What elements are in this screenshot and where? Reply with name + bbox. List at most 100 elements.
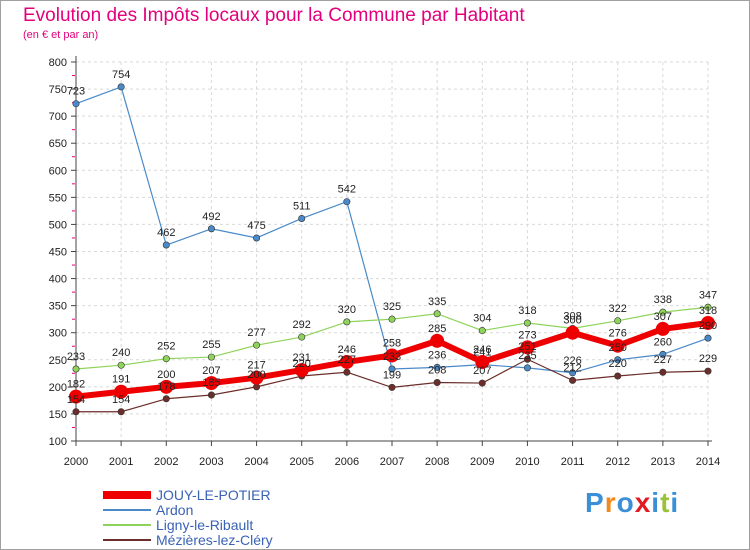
y-tick-label: 700 <box>49 111 67 123</box>
x-tick-label: 2003 <box>199 456 223 468</box>
data-point <box>475 354 490 369</box>
data-label: 273 <box>518 329 536 341</box>
data-label: 233 <box>67 351 85 363</box>
data-point <box>565 325 580 340</box>
data-label: 182 <box>67 379 85 391</box>
data-point <box>569 369 577 377</box>
data-label: 227 <box>654 354 672 366</box>
y-tick-label: 200 <box>49 382 67 394</box>
data-label: 285 <box>428 323 446 335</box>
logo-letter: r <box>604 487 617 518</box>
data-label: 235 <box>518 350 536 362</box>
data-point <box>159 379 174 394</box>
data-label: 231 <box>293 352 311 364</box>
data-label: 154 <box>67 394 85 406</box>
legend-label: Ardon <box>156 502 193 518</box>
data-label: 277 <box>247 327 265 339</box>
data-label: 347 <box>699 289 717 301</box>
data-point <box>655 321 670 336</box>
data-label: 207 <box>202 365 220 377</box>
data-label: 200 <box>157 369 175 381</box>
data-point <box>249 370 264 385</box>
data-label: 338 <box>654 294 672 306</box>
data-point <box>204 376 219 391</box>
data-point <box>69 389 83 404</box>
data-point <box>659 308 667 316</box>
x-tick-label: 2014 <box>696 456 720 468</box>
data-point <box>207 225 215 233</box>
data-point <box>520 340 535 355</box>
data-label: 754 <box>112 69 130 81</box>
data-label: 462 <box>157 227 175 239</box>
data-label: 233 <box>383 351 401 363</box>
y-tick-label: 800 <box>49 57 67 69</box>
data-label: 335 <box>428 296 446 308</box>
x-tick-label: 2006 <box>335 456 359 468</box>
data-label: 229 <box>699 353 717 365</box>
x-tick-label: 2013 <box>651 456 675 468</box>
x-tick-label: 2005 <box>289 456 313 468</box>
data-point <box>523 319 531 327</box>
logo-letter: t <box>660 487 671 518</box>
data-point <box>433 379 441 387</box>
data-label: 292 <box>293 319 311 331</box>
data-point <box>339 354 354 369</box>
data-point <box>343 318 351 326</box>
x-tick-label: 2011 <box>561 456 585 468</box>
data-point <box>117 83 125 91</box>
logo-letter: i <box>651 487 661 518</box>
data-label: 318 <box>518 305 536 317</box>
data-label: 475 <box>247 220 265 232</box>
data-point <box>207 353 215 361</box>
data-label: 246 <box>473 344 491 356</box>
data-point <box>253 341 261 349</box>
logo-letter: x <box>634 487 652 518</box>
series-Ardon <box>72 83 712 377</box>
legend: JOUY-LE-POTIERArdonLigny-le-RibaultMéziè… <box>103 487 273 548</box>
series-JOUY-LE-POTIER <box>69 315 715 404</box>
series-Ligny-le-Ribault <box>72 303 712 373</box>
data-point <box>253 234 261 242</box>
x-tick-label: 2002 <box>154 456 178 468</box>
data-point <box>388 383 396 391</box>
y-tick-label: 600 <box>49 165 67 177</box>
logo-letter: P <box>585 487 605 518</box>
data-point <box>117 408 125 416</box>
x-tick-label: 2000 <box>64 456 88 468</box>
data-label: 308 <box>563 310 581 322</box>
x-tick-label: 2001 <box>109 456 133 468</box>
data-label: 492 <box>202 211 220 223</box>
y-tick-label: 150 <box>49 409 67 421</box>
data-point <box>388 365 396 373</box>
data-label: 240 <box>112 347 130 359</box>
y-tick-label: 450 <box>49 247 67 259</box>
x-tick-label: 2007 <box>380 456 404 468</box>
data-point <box>523 364 531 372</box>
data-label: 276 <box>609 328 627 340</box>
data-label: 191 <box>112 374 130 386</box>
data-point <box>114 384 129 399</box>
y-tick-label: 550 <box>49 192 67 204</box>
data-point <box>343 198 351 206</box>
data-label: 304 <box>473 313 491 325</box>
data-point <box>294 363 309 378</box>
data-label: 246 <box>338 344 356 356</box>
series-Mézières-lez-Cléry <box>72 355 712 416</box>
data-point <box>162 241 170 249</box>
data-label: 199 <box>383 369 401 381</box>
data-point <box>704 303 712 311</box>
data-label: 227 <box>338 354 356 366</box>
data-point <box>523 355 531 363</box>
data-point <box>433 363 441 371</box>
chart-subtitle: (en € et par an) <box>23 29 99 41</box>
data-label: 154 <box>112 394 130 406</box>
data-label: 511 <box>293 200 311 212</box>
data-label: 290 <box>699 320 717 332</box>
y-tick-label: 400 <box>49 274 67 286</box>
legend-label: JOUY-LE-POTIER <box>156 487 271 503</box>
y-tick-label: 650 <box>49 138 67 150</box>
data-point <box>162 355 170 363</box>
data-point <box>478 379 486 387</box>
data-label: 723 <box>67 86 85 98</box>
data-point <box>610 338 625 353</box>
